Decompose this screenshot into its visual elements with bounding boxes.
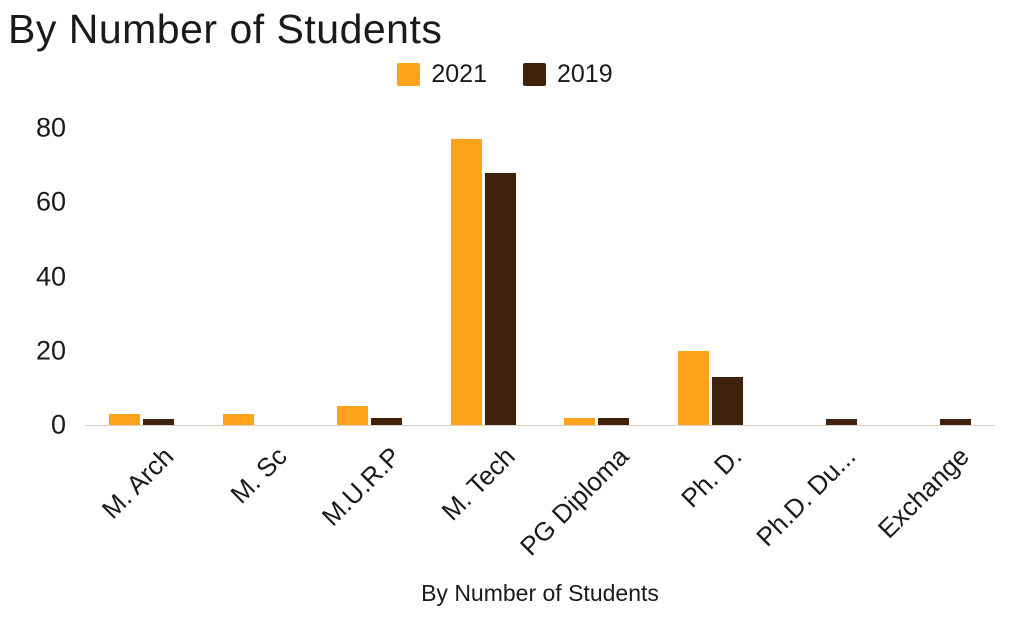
x-tick: PG Diploma bbox=[514, 429, 654, 561]
bar-group bbox=[906, 128, 971, 425]
bar-group bbox=[450, 128, 516, 425]
bar-group bbox=[564, 128, 630, 425]
legend-item-2021[interactable]: 2021 bbox=[397, 60, 487, 89]
y-tick-label: 80 bbox=[35, 112, 66, 143]
y-tick-label: 60 bbox=[35, 186, 66, 217]
x-tick: Exchange bbox=[872, 429, 995, 559]
x-tick: Ph.D. Du... bbox=[750, 429, 882, 559]
bar-2019-M. Arch[interactable] bbox=[143, 419, 175, 425]
legend-label: 2021 bbox=[431, 60, 487, 88]
bar-2019-Ph.D. Du...[interactable] bbox=[825, 419, 857, 425]
bar-2019-PG Diploma[interactable] bbox=[598, 417, 630, 425]
x-axis-labels: M. Arch M. Sc M.U.R.P M. Tech PG Diploma Ph. … bbox=[85, 429, 995, 561]
x-tick: Ph. D. bbox=[654, 429, 768, 559]
bar-2019-M.U.R.P[interactable] bbox=[370, 417, 402, 425]
bar-2021-Ph. D.[interactable] bbox=[678, 350, 710, 425]
legend-swatch-2019 bbox=[523, 63, 546, 86]
bar-2019-Ph. D.[interactable] bbox=[712, 376, 744, 425]
legend: 2021 2019 bbox=[0, 60, 1010, 89]
x-axis-line bbox=[85, 425, 995, 426]
plot-area bbox=[85, 128, 995, 425]
bar-2021-M. Sc[interactable] bbox=[223, 413, 255, 425]
y-tick-label: 0 bbox=[50, 409, 66, 440]
bar-2021-PG Diploma[interactable] bbox=[564, 417, 596, 425]
bar-2019-Exchange[interactable] bbox=[939, 419, 971, 425]
x-tick: M. Arch bbox=[85, 429, 199, 559]
x-tick-label: M. Tech bbox=[435, 441, 521, 527]
bar-group bbox=[678, 128, 744, 425]
y-axis: 0 20 40 60 80 bbox=[0, 114, 66, 438]
x-tick-label: M. Sc bbox=[224, 441, 293, 510]
x-tick-label: Ph.D. Du... bbox=[750, 441, 862, 553]
bar-group bbox=[336, 128, 402, 425]
x-tick-label: M.U.R.P bbox=[315, 441, 407, 532]
bar-2021-M.U.R.P[interactable] bbox=[336, 406, 368, 425]
x-tick-label: Exchange bbox=[872, 441, 976, 544]
bar-2019-M. Tech[interactable] bbox=[484, 172, 516, 425]
bar-2021-M. Arch[interactable] bbox=[109, 413, 141, 425]
x-tick-label: M. Arch bbox=[95, 441, 180, 525]
legend-swatch-2021 bbox=[397, 63, 421, 86]
y-tick-label: 20 bbox=[35, 335, 66, 366]
legend-label: 2019 bbox=[557, 60, 613, 88]
bar-group bbox=[223, 128, 288, 425]
x-tick: M. Sc bbox=[199, 429, 313, 559]
bar-2021-M. Tech[interactable] bbox=[450, 139, 482, 425]
legend-item-2019[interactable]: 2019 bbox=[523, 60, 613, 89]
x-tick-label: Ph. D. bbox=[675, 441, 748, 514]
bar-group bbox=[109, 128, 175, 425]
y-tick-label: 40 bbox=[35, 261, 66, 291]
x-tick: M.U.R.P bbox=[313, 429, 427, 559]
x-axis-title: By Number of Students bbox=[421, 580, 659, 606]
chart-title: By Number of Students bbox=[8, 6, 443, 52]
bar-group bbox=[792, 128, 857, 425]
